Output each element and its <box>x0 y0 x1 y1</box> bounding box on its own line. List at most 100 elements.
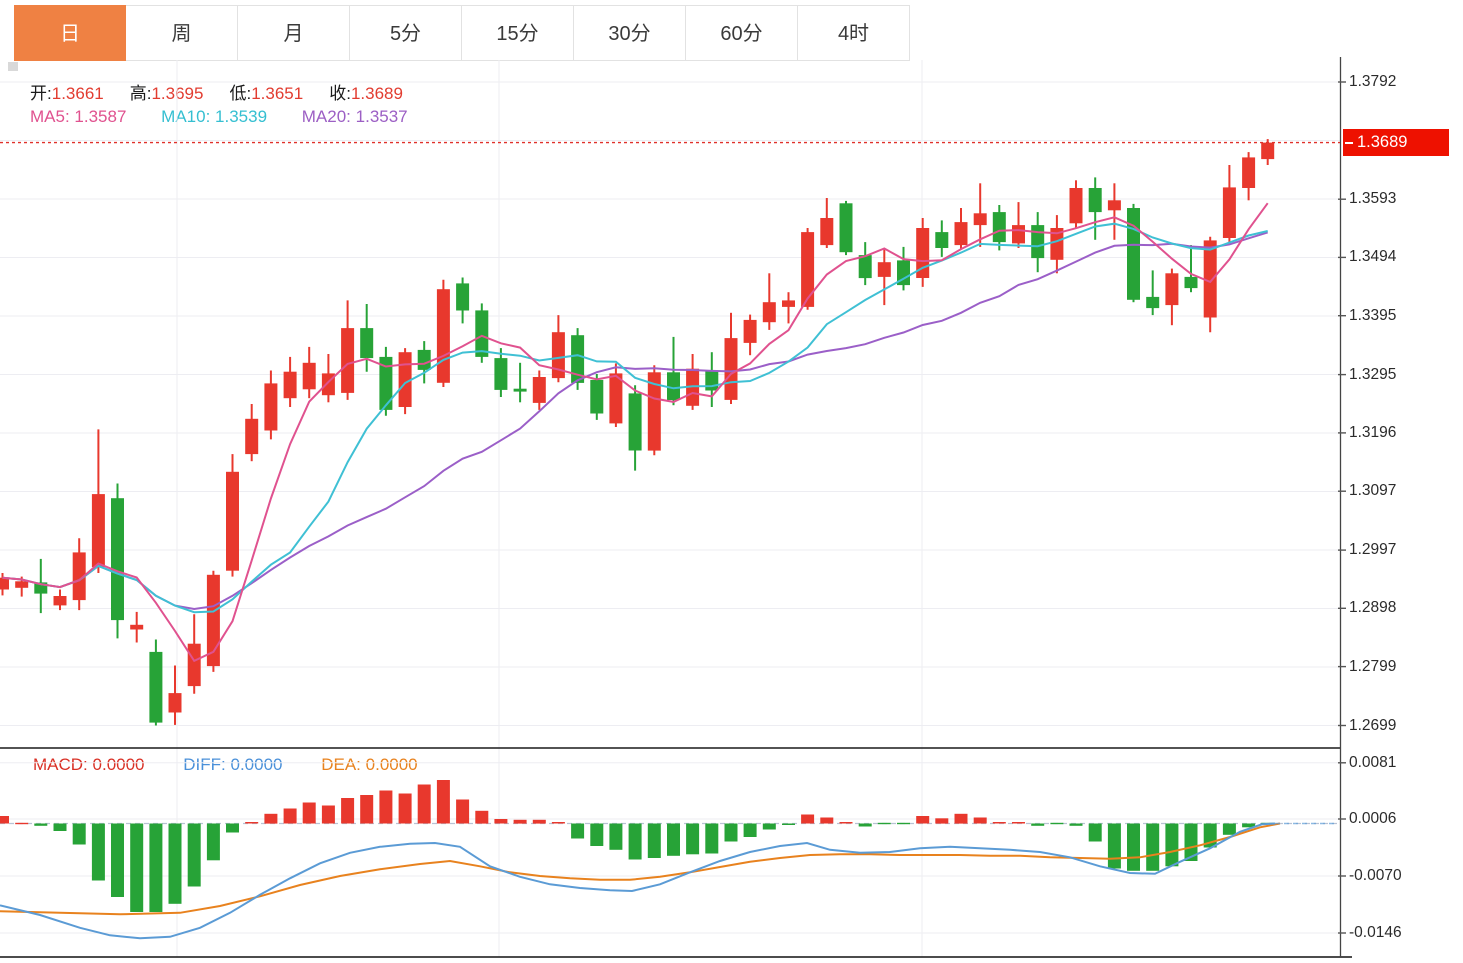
candle <box>1222 187 1236 238</box>
macd-bar <box>1146 823 1160 871</box>
tab-30分[interactable]: 30分 <box>574 5 686 61</box>
candle <box>724 338 738 400</box>
macd-bar <box>1050 822 1064 825</box>
candlestick-series <box>0 139 1275 726</box>
macd-chart-area[interactable] <box>0 748 1340 957</box>
macd-bar <box>724 823 738 842</box>
tab-15分[interactable]: 15分 <box>462 5 574 61</box>
macd-legend: MACD: 0.0000 DIFF: 0.0000 DEA: 0.0000 <box>33 755 452 775</box>
diff-line <box>0 822 1276 940</box>
tab-月[interactable]: 月 <box>238 5 350 61</box>
macd-bar <box>686 823 700 855</box>
price-chart-area[interactable] <box>0 60 1340 748</box>
macd-bar <box>1242 823 1256 828</box>
candle <box>341 328 355 393</box>
macd-bar <box>743 823 757 837</box>
candle <box>494 358 508 390</box>
candle <box>206 574 220 667</box>
macd-bar <box>801 814 815 824</box>
macd-bar <box>34 823 48 826</box>
macd-bar <box>1127 823 1140 871</box>
macd-axis-label: -0.0070 <box>1349 867 1402 884</box>
macd-bar <box>111 823 124 897</box>
candle <box>1203 240 1217 318</box>
grid-lines <box>0 60 1340 957</box>
tab-60分[interactable]: 60分 <box>686 5 798 61</box>
macd-bar <box>341 798 355 824</box>
macd-bar <box>513 819 527 824</box>
macd-bar <box>321 805 335 824</box>
macd-bar <box>0 816 9 824</box>
candle <box>590 379 604 414</box>
price-axis-label: 1.3494 <box>1349 248 1397 266</box>
macd-bar <box>705 823 719 854</box>
macd-bar <box>1107 823 1121 869</box>
candle <box>302 362 316 390</box>
candle <box>1242 157 1256 188</box>
macd-bar <box>571 823 585 839</box>
candle <box>53 596 67 606</box>
dea-line <box>0 822 1281 916</box>
macd-bar <box>992 822 1006 824</box>
macd-bar <box>1012 822 1025 824</box>
candle <box>667 372 680 400</box>
macd-axis-label: 0.0081 <box>1349 753 1397 771</box>
candle <box>877 262 891 277</box>
ohlc-legend: 开:1.3661 高:1.3695 低:1.3651 收:1.3689 <box>30 79 429 104</box>
macd-bar <box>647 823 661 858</box>
candle <box>839 203 853 253</box>
candle <box>1031 225 1045 259</box>
ma-legend: MA5: 1.3587 MA10: 1.3539 MA20: 1.3537 <box>30 107 438 127</box>
price-axis-label: 1.3593 <box>1349 190 1397 208</box>
price-axis-label: 1.3295 <box>1349 365 1397 383</box>
tab-周[interactable]: 周 <box>126 5 238 61</box>
macd-bar <box>130 823 144 912</box>
macd-bar <box>53 823 67 831</box>
candle <box>1165 273 1179 306</box>
price-axis-label: 1.2898 <box>1349 599 1397 617</box>
macd-bar <box>1088 823 1102 842</box>
low-value: 1.3651 <box>251 84 304 103</box>
candle <box>782 300 795 307</box>
price-axis-label: 1.2699 <box>1349 716 1397 734</box>
candle <box>398 352 412 407</box>
macd-bar <box>245 822 259 824</box>
candle <box>149 651 163 723</box>
macd-bar <box>436 780 450 824</box>
candle <box>91 494 105 568</box>
macd-bar <box>398 793 412 824</box>
current-price-badge: 1.3689 <box>1343 129 1449 157</box>
price-axis-label: 1.3792 <box>1349 73 1397 90</box>
candle <box>111 498 124 621</box>
high-label: 高: <box>129 84 152 103</box>
diff-value-legend: DIFF: 0.0000 <box>183 755 283 774</box>
price-axis-label: 1.3097 <box>1349 482 1397 500</box>
candle <box>820 218 834 246</box>
tab-5分[interactable]: 5分 <box>350 5 462 61</box>
macd-bar <box>590 823 604 846</box>
candle <box>801 232 815 307</box>
candle <box>475 310 489 357</box>
macd-bar <box>609 823 623 850</box>
tab-4时[interactable]: 4时 <box>798 5 910 61</box>
close-label: 收: <box>329 84 351 103</box>
price-axis-label: 1.3395 <box>1349 306 1397 324</box>
macd-bar <box>667 823 680 856</box>
badge-tick-icon <box>1345 141 1353 144</box>
candle <box>532 377 546 403</box>
macd-bar <box>72 823 86 845</box>
candle <box>935 232 949 248</box>
candle <box>1184 276 1198 289</box>
macd-bar <box>762 823 776 830</box>
macd-bar <box>897 822 910 825</box>
candle <box>686 368 700 406</box>
price-axis-label: 1.2997 <box>1349 541 1397 559</box>
low-label: 低: <box>229 84 252 103</box>
tab-日[interactable]: 日 <box>14 5 126 61</box>
macd-bar <box>782 823 795 825</box>
ma10-legend: MA10: 1.3539 <box>161 107 268 126</box>
candle <box>609 373 623 424</box>
candle <box>571 335 585 383</box>
candle <box>264 383 278 431</box>
macd-axis-label: 0.0006 <box>1349 810 1397 827</box>
